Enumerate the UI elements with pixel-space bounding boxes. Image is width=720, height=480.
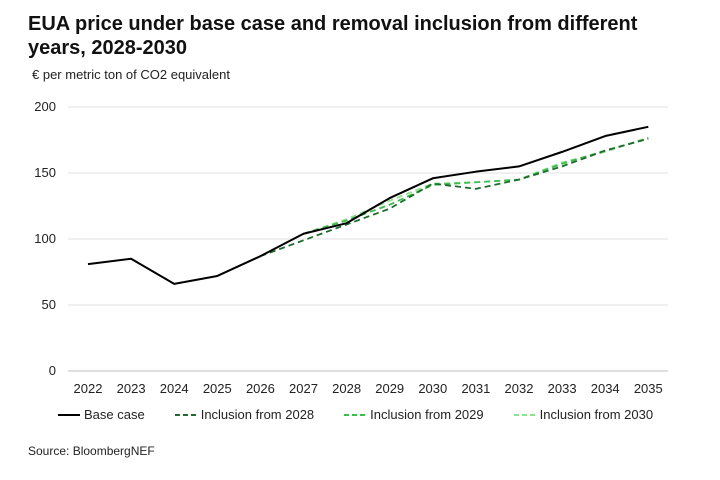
- y-axis-unit-label: € per metric ton of CO2 equivalent: [32, 67, 230, 82]
- legend-item-inclusion-2030: Inclusion from 2030: [513, 407, 654, 422]
- legend-item-inclusion-2028: Inclusion from 2028: [174, 407, 315, 422]
- x-tick-label: 2024: [160, 381, 189, 396]
- legend-swatch-inclusion-2029: [344, 413, 367, 416]
- legend-swatch-inclusion-2030: [513, 413, 536, 416]
- chart-title: EUA price under base case and removal in…: [28, 13, 638, 59]
- legend-swatch-base-case: [58, 413, 80, 416]
- x-tick-label: 2025: [203, 381, 232, 396]
- legend-label: Inclusion from 2029: [370, 407, 484, 422]
- legend-swatch-inclusion-2028: [174, 413, 197, 416]
- x-tick-label: 2033: [548, 381, 577, 396]
- x-tick-label: 2029: [375, 381, 404, 396]
- x-tick-label: 2027: [289, 381, 318, 396]
- y-tick-label: 100: [34, 231, 56, 246]
- x-tick-label: 2023: [117, 381, 146, 396]
- y-tick-labels: 0 50 100 150 200: [34, 99, 56, 378]
- x-tick-labels: 2022 2023 2024 2025 2026 2027 2028 2029 2030 2031…: [74, 381, 663, 396]
- legend: Base case Inclusion from 2028 Inclusion …: [58, 407, 683, 422]
- y-tick-label: 200: [34, 99, 56, 114]
- legend-item-inclusion-2029: Inclusion from 2029: [344, 407, 484, 422]
- x-tick-label: 2022: [74, 381, 103, 396]
- x-tick-label: 2034: [591, 381, 620, 396]
- x-tick-label: 2032: [505, 381, 534, 396]
- series-line-inclusion-from-2028: [260, 137, 649, 258]
- gridlines: [68, 106, 668, 372]
- x-tick-label: 2030: [418, 381, 447, 396]
- legend-label: Inclusion from 2030: [539, 407, 654, 422]
- x-tick-label: 2028: [332, 381, 361, 396]
- x-tick-label: 2035: [634, 381, 663, 396]
- source-note: Source: BloombergNEF: [28, 444, 155, 458]
- series-line-base-case: [87, 125, 649, 285]
- legend-item-base-case: Base case: [58, 407, 145, 422]
- series-lines: [87, 125, 649, 285]
- legend-label: Base case: [84, 407, 145, 422]
- x-tick-label: 2031: [461, 381, 490, 396]
- y-tick-label: 150: [34, 165, 56, 180]
- x-tick-label: 2026: [246, 381, 275, 396]
- y-tick-label: 50: [42, 297, 56, 312]
- series-line-inclusion-from-2029: [303, 137, 649, 235]
- y-tick-label: 0: [49, 363, 56, 378]
- legend-label: Inclusion from 2028: [200, 407, 315, 422]
